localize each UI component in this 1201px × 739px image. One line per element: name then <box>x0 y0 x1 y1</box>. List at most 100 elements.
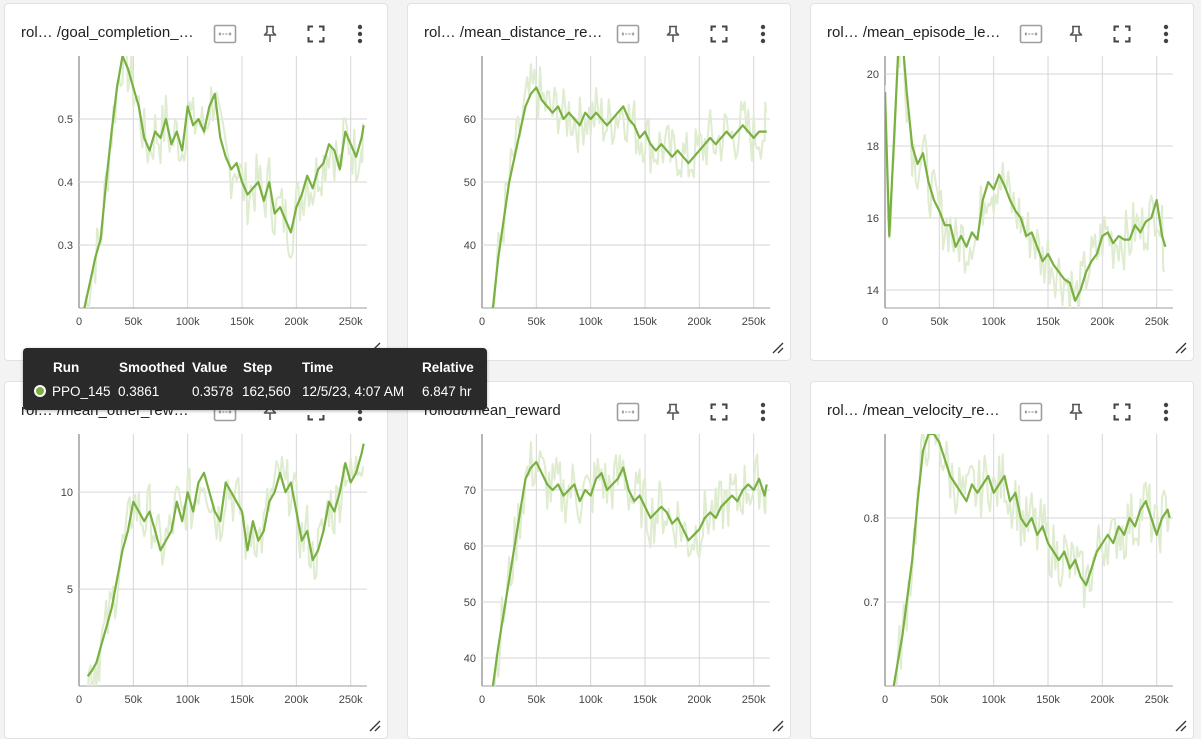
tooltip-header-smoothed: Smoothed <box>119 360 185 375</box>
smoothed-series-line <box>491 86 767 308</box>
chart-title: rol… /goal_completion_… <box>21 24 194 41</box>
pin-icon <box>665 25 681 43</box>
tooltip-header-value: Value <box>192 360 228 375</box>
resize-icon[interactable] <box>770 340 784 354</box>
tooltip-raw-value: 0.3578 <box>192 384 234 399</box>
x-tick-label: 50k <box>527 316 545 328</box>
fullscreen-button[interactable] <box>706 21 732 47</box>
x-tick-label: 250k <box>742 694 766 706</box>
fullscreen-icon <box>1113 25 1131 43</box>
pin-button[interactable] <box>1063 21 1089 47</box>
tooltip-run-name: PPO_145 <box>52 384 111 399</box>
fullscreen-icon <box>710 403 728 421</box>
chart-card-header: rol… /goal_completion_… <box>5 4 387 64</box>
fit-domain-icon <box>213 24 237 44</box>
tooltip-header-time: Time <box>302 360 334 375</box>
x-tick-label: 50k <box>930 316 948 328</box>
x-tick-label: 0 <box>882 694 888 706</box>
y-tick-label: 16 <box>867 213 879 225</box>
x-tick-label: 200k <box>1090 694 1114 706</box>
fullscreen-button[interactable] <box>1109 21 1135 47</box>
x-tick-label: 200k <box>687 316 711 328</box>
x-tick-label: 0 <box>882 316 888 328</box>
y-tick-label: 60 <box>464 541 476 553</box>
chart-card: rol… /mean_other_rew… 0 50k 100k 150k 200k 250… <box>4 381 388 739</box>
resize-icon[interactable] <box>1173 340 1187 354</box>
x-tick-label: 250k <box>339 694 363 706</box>
fullscreen-icon <box>1113 403 1131 421</box>
pin-icon <box>665 403 681 421</box>
fullscreen-button[interactable] <box>706 399 732 425</box>
x-tick-label: 250k <box>1145 316 1169 328</box>
line-chart[interactable]: 0 50k 100k 150k 200k 250k 0.7 0.8 <box>811 382 1194 739</box>
tooltip-smoothed-value: 0.3861 <box>118 384 160 399</box>
tooltip-header-run: Run <box>53 360 80 375</box>
fit-domain-button[interactable] <box>1018 399 1044 425</box>
x-tick-label: 250k <box>339 316 363 328</box>
more-vert-icon <box>357 24 363 44</box>
pin-icon <box>262 25 278 43</box>
y-tick-label: 0.8 <box>864 513 879 525</box>
fit-domain-button[interactable] <box>615 21 641 47</box>
more-options-button[interactable] <box>750 21 776 47</box>
more-options-button[interactable] <box>750 399 776 425</box>
fullscreen-icon <box>307 25 325 43</box>
line-chart[interactable]: 0 50k 100k 150k 200k 250k 14 16 18 20 <box>811 4 1194 361</box>
fullscreen-button[interactable] <box>1109 399 1135 425</box>
raw-series-line <box>83 56 364 308</box>
more-vert-icon <box>1163 402 1169 422</box>
fit-domain-button[interactable] <box>212 21 238 47</box>
x-tick-label: 150k <box>230 694 254 706</box>
y-tick-label: 0.3 <box>58 240 73 252</box>
chart-card: rol… /mean_episode_le… 0 50k 100k 150k 200k 25… <box>810 3 1194 361</box>
x-tick-label: 100k <box>982 694 1006 706</box>
chart-card: rollout/mean_reward 0 50k 100k 150k 200k 250k 4… <box>407 381 791 739</box>
chart-title: rol… /mean_episode_le… <box>827 24 1001 41</box>
smoothed-series-line <box>885 56 1167 302</box>
x-tick-label: 150k <box>633 316 657 328</box>
line-chart[interactable]: 0 50k 100k 150k 200k 250k 5 10 <box>5 382 388 739</box>
y-tick-label: 5 <box>67 584 73 596</box>
smoothed-series-line <box>86 443 365 677</box>
fullscreen-icon <box>710 25 728 43</box>
y-tick-label: 14 <box>867 285 879 297</box>
x-tick-label: 200k <box>284 694 308 706</box>
line-chart[interactable]: 0 50k 100k 150k 200k 250k 40 50 60 70 <box>408 382 791 739</box>
resize-icon[interactable] <box>1173 718 1187 732</box>
smoothed-series-line <box>491 460 768 686</box>
raw-series-line <box>492 63 767 308</box>
fullscreen-button[interactable] <box>303 21 329 47</box>
line-chart[interactable]: 0 50k 100k 150k 200k 250k 40 50 60 <box>408 4 791 361</box>
fit-domain-button[interactable] <box>615 399 641 425</box>
y-tick-label: 50 <box>464 597 476 609</box>
data-point-tooltip: Run Smoothed Value Step Time Relative PP… <box>23 348 487 410</box>
x-tick-label: 100k <box>982 316 1006 328</box>
pin-button[interactable] <box>660 21 686 47</box>
pin-button[interactable] <box>660 399 686 425</box>
y-tick-label: 40 <box>464 240 476 252</box>
raw-series-line <box>885 56 1166 308</box>
more-options-button[interactable] <box>1153 399 1179 425</box>
pin-button[interactable] <box>257 21 283 47</box>
chart-title: rol… /mean_distance_re… <box>424 24 603 41</box>
x-tick-label: 50k <box>124 694 142 706</box>
resize-icon[interactable] <box>367 718 381 732</box>
x-tick-label: 50k <box>527 694 545 706</box>
fit-domain-icon <box>616 402 640 422</box>
x-tick-label: 100k <box>176 694 200 706</box>
fit-domain-icon <box>1019 402 1043 422</box>
smoothed-series-line <box>892 434 1171 686</box>
resize-icon[interactable] <box>770 718 784 732</box>
more-options-button[interactable] <box>1153 21 1179 47</box>
fit-domain-button[interactable] <box>1018 21 1044 47</box>
more-options-button[interactable] <box>347 21 373 47</box>
y-tick-label: 40 <box>464 653 476 665</box>
raw-series-line <box>493 441 767 686</box>
pin-button[interactable] <box>1063 399 1089 425</box>
chart-title: rol… /mean_velocity_re… <box>827 402 1000 419</box>
x-tick-label: 50k <box>930 694 948 706</box>
pin-icon <box>1068 403 1084 421</box>
chart-card-header: rol… /mean_episode_le… <box>811 4 1193 64</box>
chart-card: rol… /goal_completion_… 0 50k 100k 150k 200k 2… <box>4 3 388 361</box>
line-chart[interactable]: 0 50k 100k 150k 200k 250k 0.3 0.4 0.5 <box>5 4 388 361</box>
